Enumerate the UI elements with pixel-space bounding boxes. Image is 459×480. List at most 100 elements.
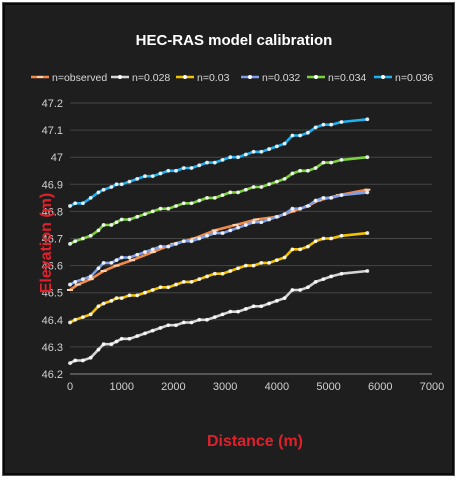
data-point (174, 204, 178, 208)
data-point (114, 339, 119, 344)
data-point (329, 122, 334, 127)
legend-marker (381, 75, 385, 79)
data-point (290, 171, 295, 176)
data-point (313, 125, 318, 130)
legend-label: n=0.036 (395, 72, 433, 84)
data-point (88, 312, 93, 317)
data-point (68, 204, 72, 208)
data-point (298, 206, 303, 211)
data-point (135, 176, 140, 181)
legend-label: n=0.028 (132, 72, 170, 84)
data-point (243, 187, 248, 192)
legend-item: n=0.028 (111, 72, 170, 84)
data-point (267, 217, 271, 222)
data-point (189, 239, 194, 244)
data-point (68, 242, 72, 246)
data-point (158, 244, 163, 249)
data-point (68, 361, 72, 366)
data-point (109, 185, 114, 189)
data-point (127, 255, 132, 260)
data-point (321, 277, 326, 282)
data-point (212, 195, 217, 200)
y-tick-label: 46.2 (42, 369, 63, 381)
data-point (282, 212, 287, 217)
chart-title: HEC-RAS model calibration (136, 32, 333, 49)
data-point (96, 266, 101, 271)
data-point (101, 342, 106, 347)
data-point (109, 298, 114, 303)
data-point (181, 320, 186, 325)
data-point (339, 158, 344, 162)
x-axis-label: Distance (m) (207, 433, 303, 450)
data-point (298, 133, 303, 138)
data-point (174, 323, 178, 328)
data-point (96, 228, 101, 233)
data-point (259, 149, 264, 154)
data-point (236, 266, 240, 271)
y-tick-label: 46.6 (42, 261, 63, 273)
x-tick-label: 7000 (420, 381, 444, 393)
data-point (181, 279, 186, 284)
data-point (119, 296, 124, 301)
data-point (282, 176, 287, 181)
data-point (174, 168, 178, 173)
data-point (282, 296, 287, 301)
data-point (205, 195, 209, 200)
data-point (114, 220, 119, 225)
data-point (298, 168, 303, 173)
data-point (228, 155, 233, 160)
data-point (212, 231, 217, 235)
y-axis-ticks: 46.2 46.3 46.4 46.5 46.6 46.7 46.8 46.9 47 47.1 47… (42, 98, 63, 381)
data-point (212, 315, 217, 319)
data-point (81, 201, 85, 206)
data-point (290, 288, 295, 292)
data-point (158, 285, 163, 290)
data-point (305, 285, 310, 290)
data-point (259, 304, 264, 309)
data-point (143, 174, 147, 179)
data-point (166, 323, 171, 328)
x-tick-label: 3000 (213, 381, 237, 393)
data-point (321, 122, 326, 127)
data-point (220, 231, 225, 235)
data-point (150, 209, 155, 214)
data-point (88, 195, 93, 200)
chart-svg: HEC-RAS model calibration n=observed n=0.… (31, 32, 444, 450)
data-point (339, 120, 344, 124)
y-tick-label: 46.7 (42, 234, 63, 246)
data-point (251, 304, 256, 309)
data-point (158, 171, 163, 176)
data-point (290, 247, 295, 252)
y-tick-label: 47.2 (42, 98, 63, 110)
data-point (339, 233, 344, 238)
data-point (251, 185, 256, 189)
data-point (197, 277, 202, 282)
data-point (109, 260, 114, 265)
data-point (274, 298, 279, 303)
data-point (166, 206, 171, 211)
data-point (365, 231, 370, 235)
data-point (274, 179, 279, 184)
data-point (267, 182, 271, 187)
series-n=0.036 (68, 117, 370, 208)
data-point (73, 201, 78, 206)
data-point (313, 279, 318, 284)
data-point (88, 355, 93, 360)
legend-item: n=0.032 (241, 72, 300, 84)
data-point (96, 347, 101, 352)
data-point (365, 117, 370, 122)
data-point (150, 174, 155, 179)
chart-frame: HEC-RAS model calibration n=observed n=0.… (3, 3, 454, 475)
data-point (101, 223, 106, 227)
y-tick-label: 46.5 (42, 288, 63, 300)
data-point (329, 274, 334, 279)
data-point (174, 242, 178, 246)
series-layer (67, 117, 371, 366)
data-point (88, 233, 93, 238)
series-n=0.032 (68, 190, 370, 287)
series-n=0.03 (68, 231, 370, 325)
data-point (236, 309, 240, 314)
data-point (205, 317, 209, 322)
data-point (274, 214, 279, 219)
y-tick-label: 47.1 (42, 125, 63, 137)
